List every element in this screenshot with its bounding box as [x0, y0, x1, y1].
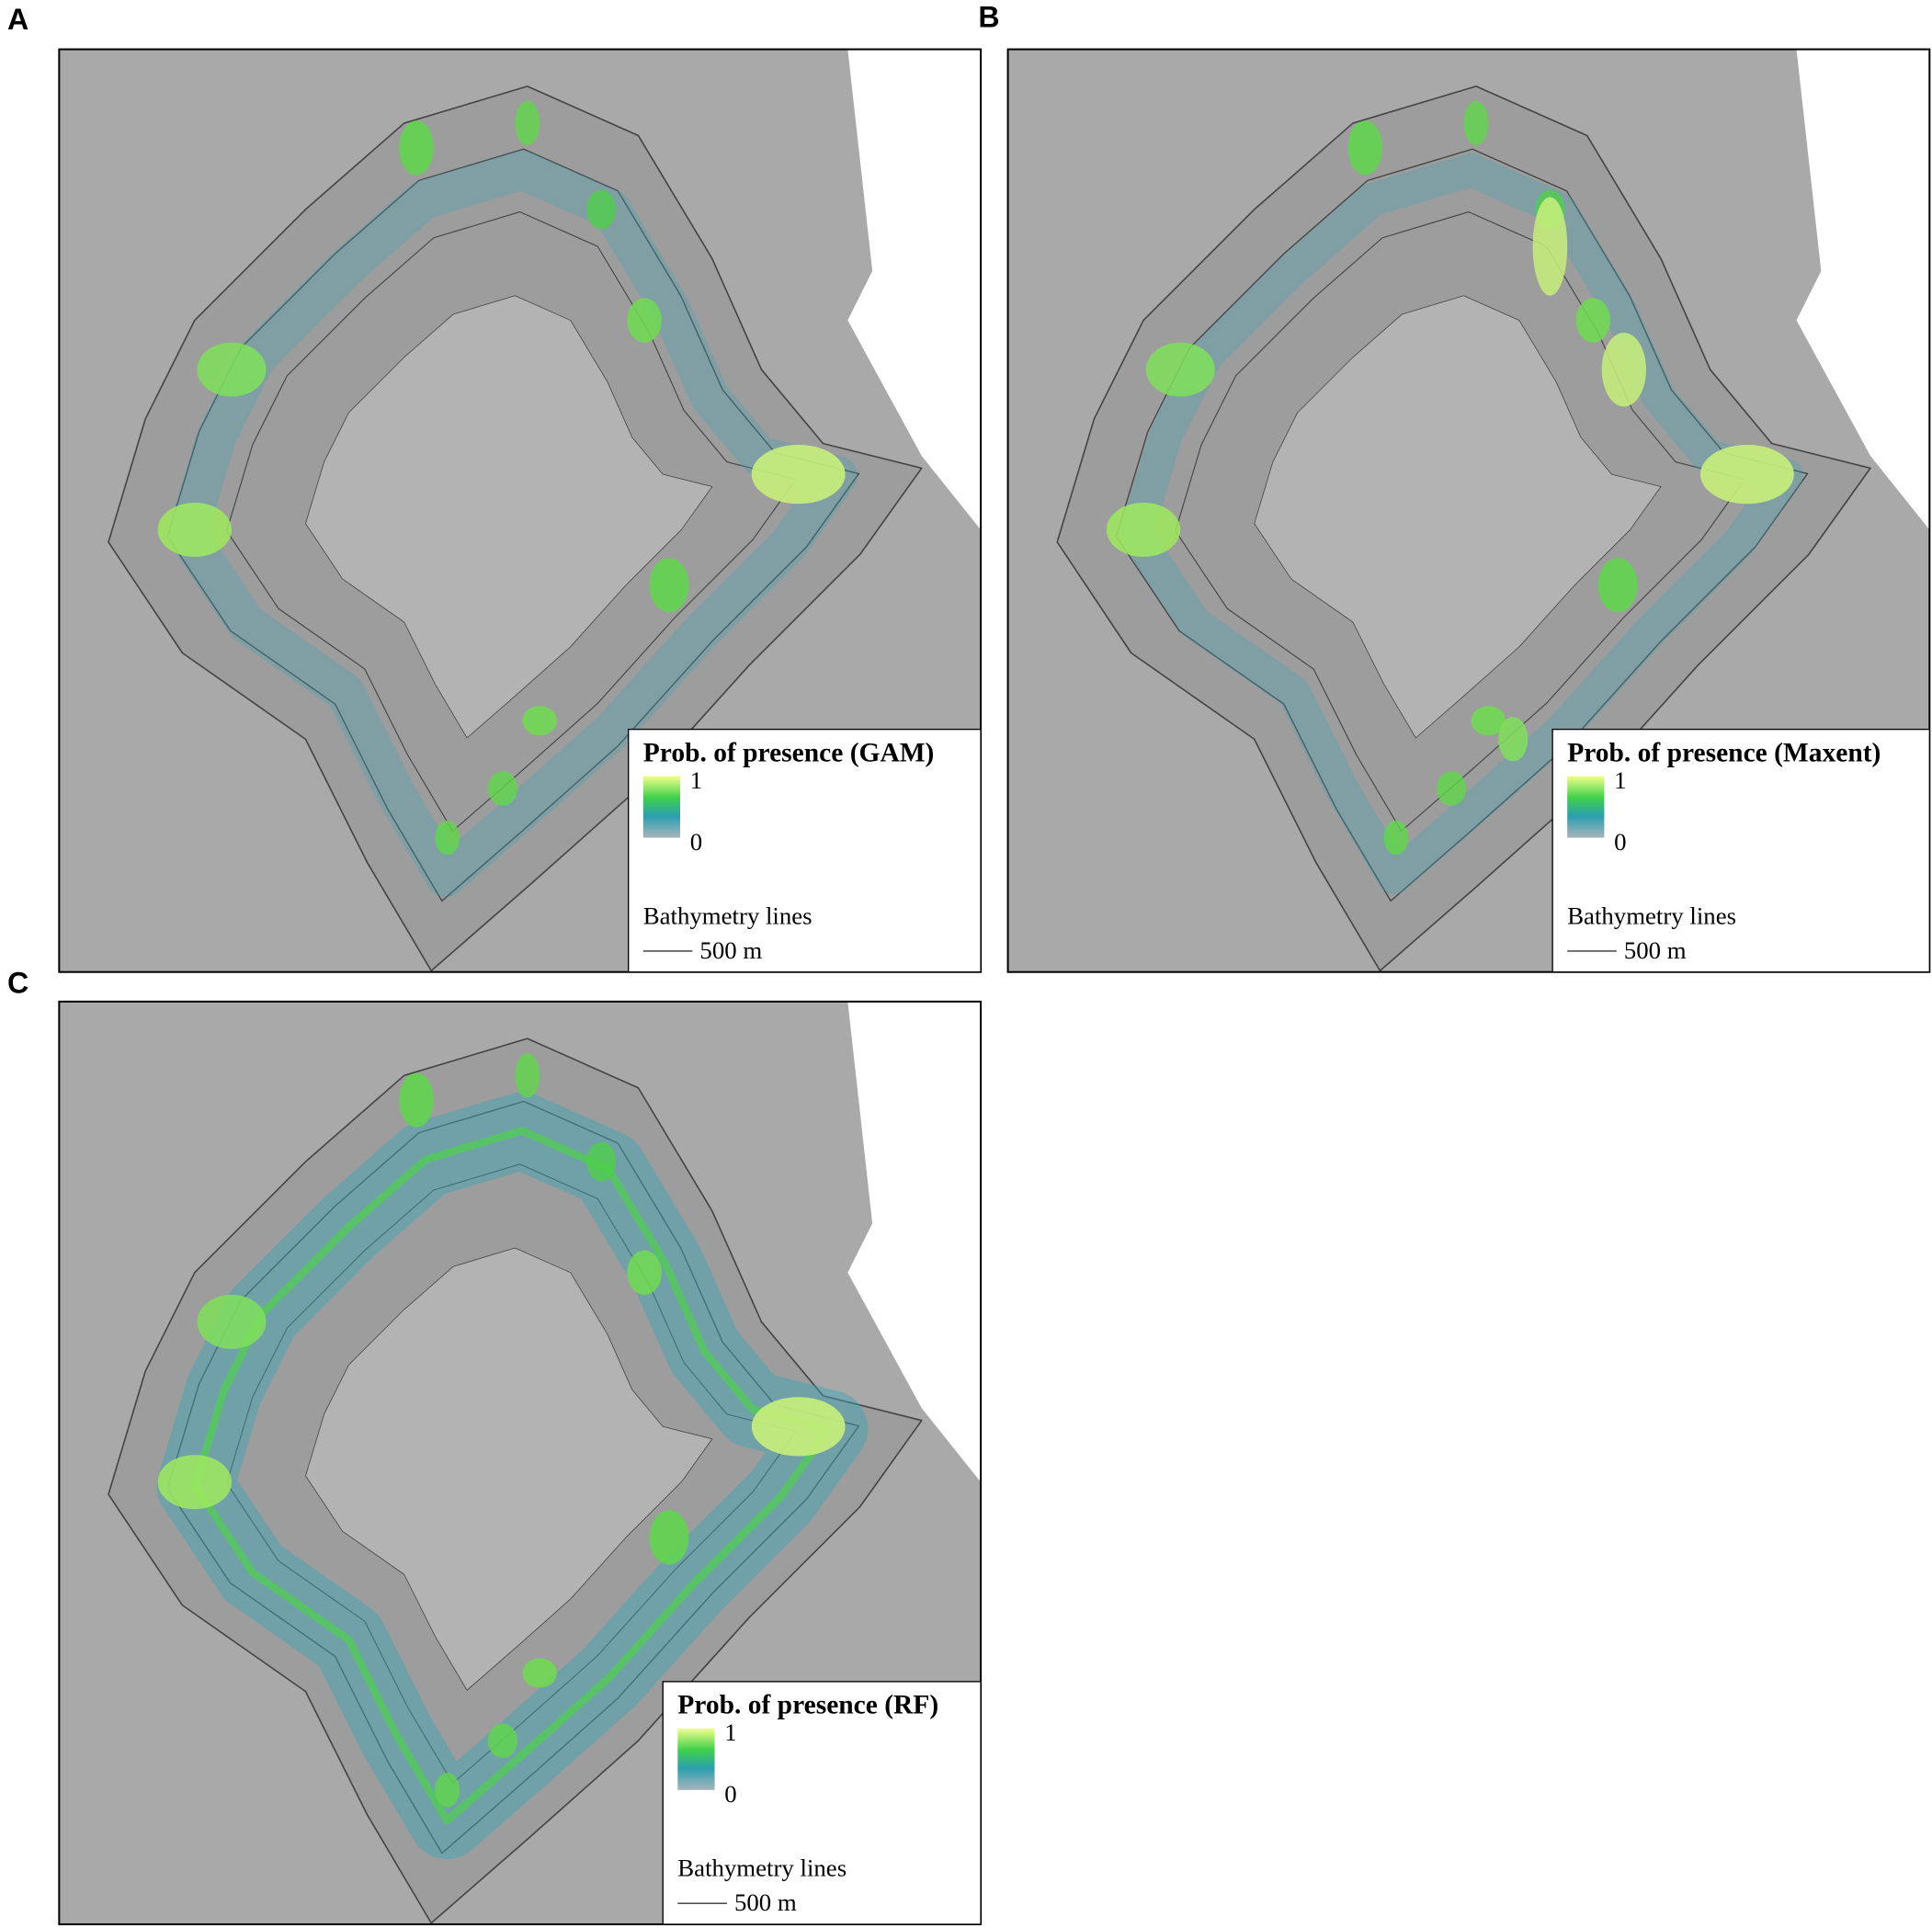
legend-max: 1 [690, 766, 702, 794]
legend-min: 0 [690, 828, 702, 856]
panel-label: B [978, 1, 999, 34]
panel-label: C [7, 967, 28, 1000]
panel: Prob. of presence (GAM) 1 0 Bathymetry l… [58, 48, 983, 973]
legend: Prob. of presence (GAM) 1 0 Bathymetry l… [628, 728, 982, 973]
legend: Prob. of presence (Maxent) 1 0 Bathymetr… [1551, 728, 1930, 973]
panel: Prob. of presence (Maxent) 1 0 Bathymetr… [1006, 48, 1931, 973]
panel-label: A [7, 3, 28, 36]
legend-max: 1 [724, 1718, 736, 1746]
legend-min: 0 [724, 1780, 736, 1808]
legend-title: Prob. of presence (GAM) [643, 738, 935, 767]
legend-title: Prob. of presence (RF) [677, 1691, 938, 1720]
panel: Prob. of presence (RF) 1 0 Bathymetry li… [58, 1000, 983, 1925]
legend-line-label: 500 m [699, 936, 762, 964]
legend-line-label: 500 m [734, 1888, 797, 1916]
legend-title: Prob. of presence (Maxent) [1567, 738, 1881, 767]
legend: Prob. of presence (RF) 1 0 Bathymetry li… [662, 1681, 982, 1925]
legend-min: 0 [1614, 828, 1626, 856]
legend-line-label: 500 m [1624, 936, 1687, 964]
legend-lines-title: Bathymetry lines [677, 1854, 847, 1882]
legend-lines-title: Bathymetry lines [643, 902, 813, 929]
legend-max: 1 [1614, 766, 1626, 794]
legend-lines-title: Bathymetry lines [1567, 902, 1736, 929]
